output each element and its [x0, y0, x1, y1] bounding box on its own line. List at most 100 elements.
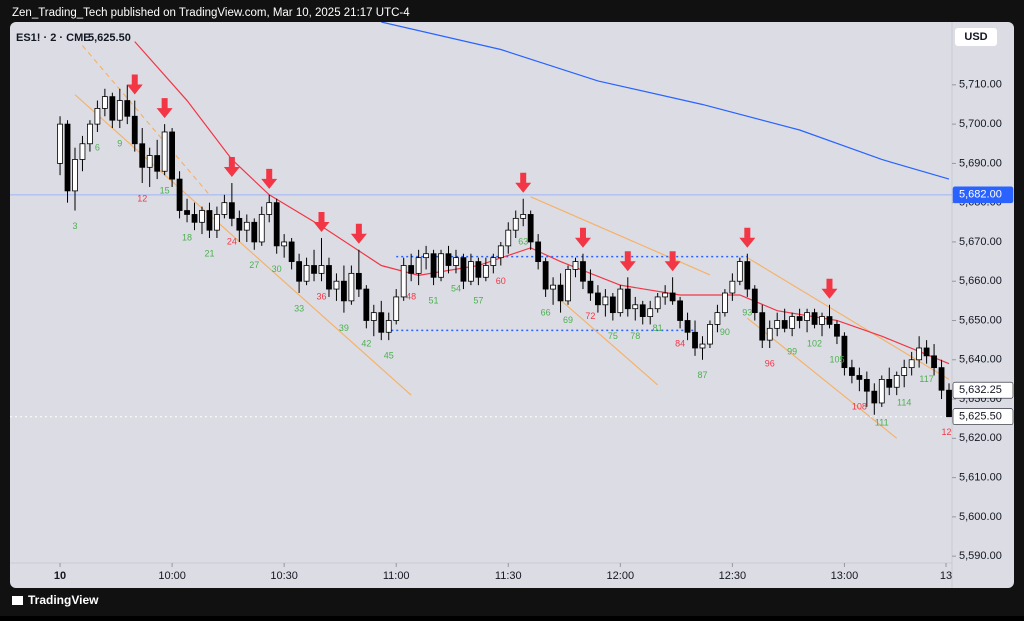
bar-count: 12 — [137, 193, 147, 203]
candle-body — [938, 367, 945, 391]
candle-body — [580, 261, 586, 282]
currency-box[interactable] — [955, 28, 997, 46]
candle-body — [281, 241, 288, 247]
candle-body — [415, 257, 422, 274]
signal-arrow — [515, 172, 532, 193]
candle-body — [826, 316, 833, 325]
candle-body — [863, 379, 870, 392]
bar-count: 75 — [608, 331, 618, 341]
candle-body — [759, 312, 766, 341]
x-tick-label: 13:00 — [831, 570, 859, 582]
candle-body — [273, 202, 280, 247]
candle-body — [751, 288, 758, 314]
candle-body — [154, 155, 161, 172]
candle-body — [550, 284, 556, 290]
candle-body — [677, 300, 683, 321]
bar-count: 21 — [204, 248, 214, 258]
candle-body — [781, 320, 788, 329]
bar-count: 78 — [630, 331, 640, 341]
candle-body — [408, 265, 415, 274]
candle-body — [221, 202, 228, 215]
signal-arrow — [313, 212, 330, 233]
candle-body — [370, 312, 377, 321]
candle-body — [520, 214, 527, 219]
signal-arrow — [126, 74, 143, 95]
candle-body — [565, 269, 571, 302]
candle-body — [363, 288, 370, 321]
y-tick-label: 5,670.00 — [959, 236, 1002, 248]
publish-info: Zen_Trading_Tech published on TradingVie… — [12, 7, 410, 19]
bar-count: 36 — [317, 292, 327, 302]
candle-body — [490, 257, 497, 266]
bar-count: 51 — [429, 296, 439, 306]
y-tick-label: 5,610.00 — [959, 472, 1002, 484]
x-tick-label: 10:00 — [158, 570, 186, 582]
currency[interactable]: USD — [964, 31, 987, 43]
candle-body — [438, 253, 444, 278]
candle-body — [333, 280, 340, 290]
candle-body — [109, 96, 116, 121]
bar-count: 33 — [294, 303, 304, 313]
candle-body — [557, 284, 564, 302]
candle-body — [527, 214, 534, 243]
candle-body — [497, 245, 504, 259]
y-tick-label: 5,690.00 — [959, 157, 1002, 169]
bar-count: 90 — [720, 327, 730, 337]
candle-body — [804, 312, 810, 321]
candle-body — [639, 304, 646, 317]
candle-body — [632, 304, 639, 310]
candle-body — [243, 221, 250, 231]
candle-body — [266, 202, 273, 215]
signal-arrow — [223, 157, 240, 178]
y-tick-label: 5,590.00 — [959, 550, 1002, 562]
x-tick-label: 10 — [54, 570, 66, 582]
candle-body — [916, 347, 923, 361]
candle-body — [124, 100, 131, 117]
candle-body — [228, 202, 235, 219]
candle-body — [714, 312, 721, 325]
candle-body — [258, 214, 265, 243]
candle-body — [692, 331, 698, 349]
candle-body — [617, 288, 624, 314]
bar-count: 69 — [563, 315, 573, 325]
bar-count: 30 — [272, 264, 282, 274]
y-tick-label: 5,660.00 — [959, 275, 1002, 287]
candle-body — [326, 265, 332, 290]
candle-body — [139, 143, 146, 168]
candle-body — [400, 265, 407, 298]
bar-count: 24 — [227, 237, 237, 247]
candle-body — [87, 123, 93, 145]
candle-body — [886, 379, 893, 388]
candle-body — [654, 296, 661, 310]
y-tick-label: 5,620.00 — [959, 432, 1002, 444]
candle-body — [378, 312, 385, 333]
candle-body — [191, 214, 198, 223]
channel-line — [82, 45, 210, 196]
candle-body — [393, 296, 400, 321]
candle-body — [572, 261, 579, 270]
bar-count: 114 — [897, 398, 911, 408]
bar-count: 87 — [697, 370, 707, 380]
candle-body — [624, 288, 631, 310]
candle-body — [475, 261, 482, 278]
bar-count: 120 — [941, 427, 956, 437]
candle-body — [871, 390, 878, 404]
candle-body — [288, 241, 295, 262]
candle-body — [595, 292, 601, 306]
candle-body — [609, 296, 616, 314]
candle-body — [131, 115, 138, 145]
price-tag — [952, 186, 1014, 204]
y-tick-label: 5,600.00 — [959, 511, 1002, 523]
candle-body — [482, 265, 489, 278]
x-tick-label: 12:00 — [607, 570, 635, 582]
bar-count: 81 — [653, 323, 663, 333]
candle-body — [901, 367, 908, 376]
candle-body — [669, 292, 676, 302]
x-tick-label: 11:00 — [383, 570, 410, 582]
candle-body — [684, 320, 691, 333]
candle-body — [834, 324, 840, 337]
candle-body — [774, 320, 781, 329]
bar-count: 117 — [919, 374, 933, 384]
candle-body — [878, 379, 885, 404]
candle-body — [789, 316, 796, 329]
